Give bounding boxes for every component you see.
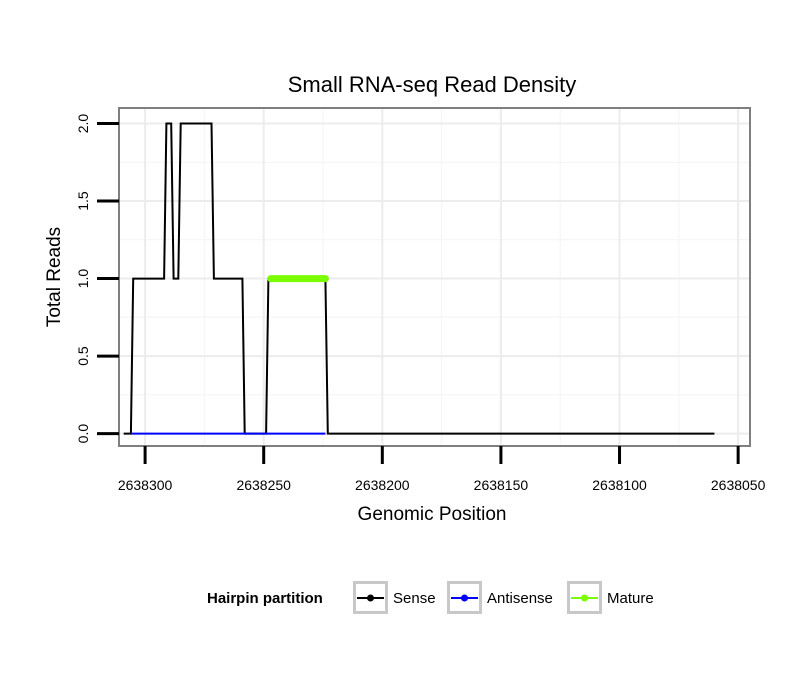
legend-key-point bbox=[367, 594, 374, 602]
legend-title: Hairpin partition bbox=[207, 590, 323, 607]
series-layer bbox=[123, 122, 715, 435]
x-tick-label: 2638250 bbox=[236, 477, 291, 493]
y-tick-label: 0.5 bbox=[75, 346, 91, 366]
legend-label: Antisense bbox=[487, 590, 553, 607]
x-axis-label: Genomic Position bbox=[358, 504, 507, 525]
y-tick-label: 1.0 bbox=[75, 269, 91, 289]
legend-label: Mature bbox=[607, 590, 654, 607]
x-tick-label: 2638300 bbox=[118, 477, 173, 493]
y-tick-label: 2.0 bbox=[75, 114, 91, 134]
legend-entry-sense: Sense bbox=[353, 581, 436, 614]
x-axis: 2638300 2638250 2638200 2638150 2638100 26380… bbox=[118, 446, 766, 493]
plot-panel bbox=[118, 107, 751, 447]
x-tick-label: 2638200 bbox=[355, 477, 410, 493]
panel-border bbox=[118, 107, 751, 447]
grid bbox=[119, 108, 750, 446]
legend-key-point bbox=[581, 594, 588, 602]
legend-label: Sense bbox=[393, 590, 436, 607]
y-axis: 0.0 0.5 1.0 1.5 2.0 bbox=[75, 114, 119, 444]
x-tick-label: 2638100 bbox=[592, 477, 647, 493]
y-axis-label: Total Reads bbox=[44, 227, 65, 327]
legend: Hairpin partition Sense Antisense Mature bbox=[207, 581, 654, 614]
y-tick-label: 1.5 bbox=[75, 191, 91, 211]
legend-key-point bbox=[461, 594, 468, 602]
x-tick-label: 2638150 bbox=[474, 477, 529, 493]
y-tick-label: 0.0 bbox=[75, 424, 91, 444]
chart-title: Small RNA-seq Read Density bbox=[288, 72, 577, 97]
panel-background bbox=[119, 108, 750, 446]
legend-entry-antisense: Antisense bbox=[447, 581, 553, 614]
x-tick-label: 2638050 bbox=[711, 477, 766, 493]
legend-entry-mature: Mature bbox=[567, 581, 654, 614]
